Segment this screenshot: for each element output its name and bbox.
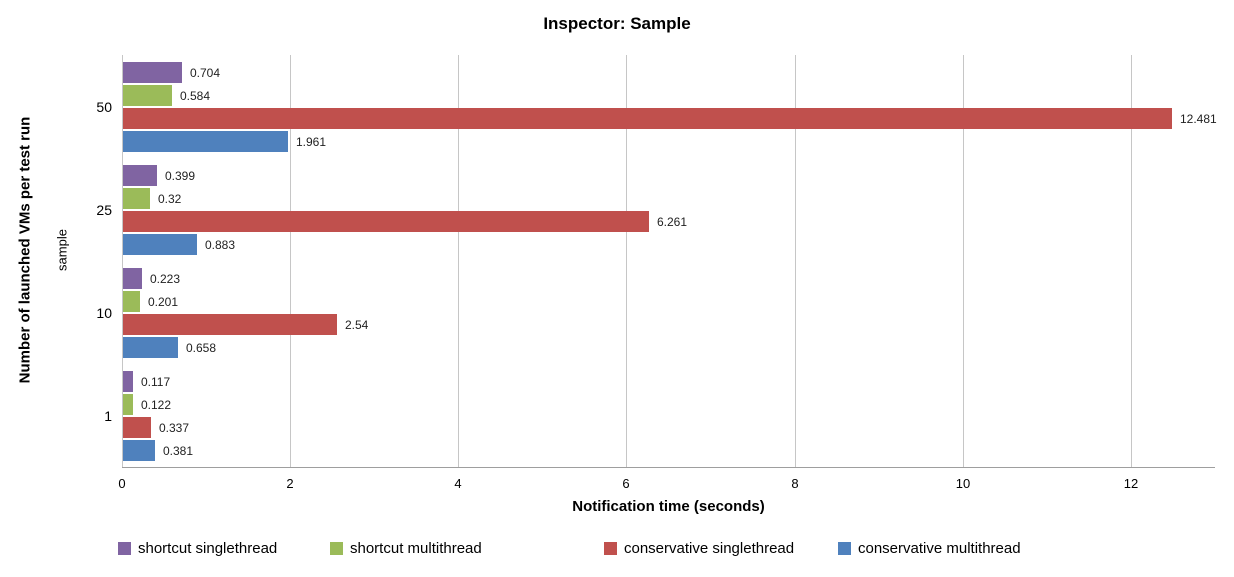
x-tick-label-2: 2 [286, 476, 294, 491]
y-category-label-25: 25 [96, 202, 112, 218]
legend-item-shortcut-singlethread: shortcut singlethread [118, 540, 277, 557]
gridline-x-0 [122, 55, 123, 467]
bar-shortcut-multithread-cat-25 [123, 188, 150, 209]
y-category-label-1: 1 [104, 408, 112, 424]
plot-area: 0.704 0.584 12.481 1.961 0.399 0.32 6.261 0.883… [122, 55, 1217, 468]
bar-conservative-multithread-cat-50 [123, 131, 288, 152]
bar-value-label: 2.54 [345, 318, 369, 332]
bar-value-label: 0.201 [148, 295, 179, 309]
legend-label: conservative multithread [858, 540, 1021, 557]
x-tick-label-6: 6 [622, 476, 630, 491]
gridline-x-8 [795, 55, 796, 467]
bar-value-label: 0.381 [163, 444, 194, 458]
bar-value-label: 0.32 [158, 192, 182, 206]
bar-conservative-singlethread-cat-10 [123, 314, 337, 335]
bar-value-label: 0.704 [190, 66, 221, 80]
gridline-x-12 [1131, 55, 1132, 467]
bar-conservative-singlethread-cat-25 [123, 211, 649, 232]
bar-value-label: 0.117 [141, 375, 171, 389]
y-axis-label: Number of launched VMs per test run [16, 116, 34, 384]
gridline-x-10 [963, 55, 964, 467]
bar-value-label: 0.122 [141, 398, 172, 412]
legend-label: shortcut singlethread [138, 540, 278, 557]
bar-value-label: 1.961 [296, 135, 327, 149]
bar-shortcut-singlethread-cat-50 [123, 62, 182, 83]
bar-conservative-multithread-cat-10 [123, 337, 178, 358]
legend-label: conservative singlethread [624, 540, 795, 557]
bar-shortcut-singlethread-cat-25 [123, 165, 157, 186]
x-tick-label-8: 8 [791, 476, 799, 491]
bar-conservative-multithread-cat-25 [123, 234, 197, 255]
legend-swatch-icon [330, 542, 343, 555]
legend-swatch-icon [604, 542, 617, 555]
legend-swatch-icon [838, 542, 851, 555]
bar-value-label: 6.261 [657, 215, 688, 229]
bar-value-label: 0.658 [186, 341, 217, 355]
bar-conservative-multithread-cat-1 [123, 440, 155, 461]
x-axis-label: Notification time (seconds) [572, 498, 765, 515]
bar-shortcut-singlethread-cat-1 [123, 371, 133, 392]
bar-conservative-singlethread-cat-50 [123, 108, 1172, 129]
bar-value-label: 0.883 [205, 238, 236, 252]
bar-shortcut-multithread-cat-10 [123, 291, 140, 312]
bar-value-label: 0.223 [150, 272, 181, 286]
bar-shortcut-multithread-cat-1 [123, 394, 133, 415]
bar-shortcut-multithread-cat-50 [123, 85, 172, 106]
legend-label: shortcut multithread [350, 540, 482, 557]
y-category-label-10: 10 [96, 305, 112, 321]
y-category-label-50: 50 [96, 99, 112, 115]
legend-item-conservative-multithread: conservative multithread [838, 540, 1021, 557]
bar-shortcut-singlethread-cat-10 [123, 268, 142, 289]
x-tick-label-12: 12 [1123, 476, 1139, 491]
bar-value-label: 12.481 [1180, 112, 1217, 126]
bar-value-label: 0.337 [159, 421, 190, 435]
bar-conservative-singlethread-cat-1 [123, 417, 151, 438]
y-axis-sublabel: sample [54, 229, 70, 271]
x-tick-label-4: 4 [454, 476, 462, 491]
gridline-x-4 [458, 55, 459, 467]
gridline-x-6 [626, 55, 627, 467]
x-tick-label-0: 0 [118, 476, 126, 491]
gridline-x-2 [290, 55, 291, 467]
bar-value-label: 0.399 [165, 169, 196, 183]
bar-value-label: 0.584 [180, 89, 211, 103]
legend-item-shortcut-multithread: shortcut multithread [330, 540, 482, 557]
chart-title: Inspector: Sample [543, 14, 691, 33]
x-tick-label-10: 10 [955, 476, 971, 491]
legend-swatch-icon [118, 542, 131, 555]
legend-item-conservative-singlethread: conservative singlethread [604, 540, 794, 557]
